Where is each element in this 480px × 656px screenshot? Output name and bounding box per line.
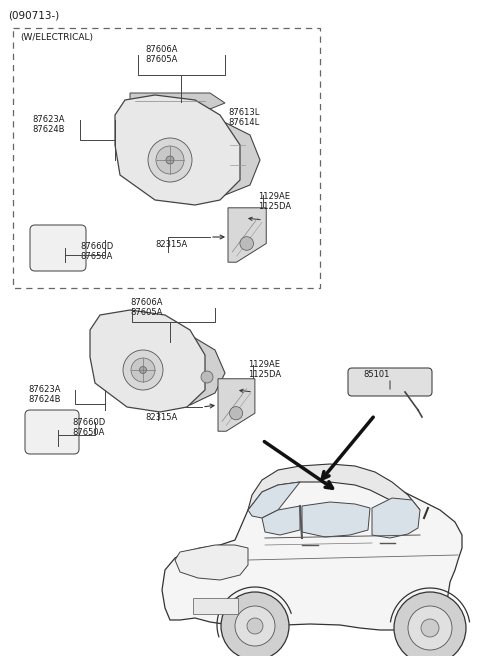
Text: 87660D
87650A: 87660D 87650A [72, 418, 105, 438]
Circle shape [421, 619, 439, 637]
Circle shape [240, 237, 253, 251]
Polygon shape [248, 482, 300, 518]
Polygon shape [228, 208, 266, 262]
Polygon shape [218, 379, 255, 431]
Polygon shape [190, 335, 225, 405]
Bar [193, 598, 238, 614]
Polygon shape [175, 545, 248, 580]
Text: (W/ELECTRICAL): (W/ELECTRICAL) [20, 33, 93, 42]
Polygon shape [162, 466, 462, 630]
Polygon shape [130, 93, 225, 109]
Circle shape [123, 350, 163, 390]
Circle shape [148, 138, 192, 182]
Circle shape [221, 592, 289, 656]
Polygon shape [220, 120, 260, 197]
Circle shape [408, 606, 452, 650]
Text: 1129AE
1125DA: 1129AE 1125DA [258, 192, 291, 211]
Text: 87613L
87614L: 87613L 87614L [228, 108, 259, 127]
FancyBboxPatch shape [348, 368, 432, 396]
Text: 87623A
87624B: 87623A 87624B [28, 385, 60, 404]
Text: 87606A
87605A: 87606A 87605A [130, 298, 163, 318]
Text: 87660D
87650A: 87660D 87650A [80, 242, 113, 261]
Text: 82315A: 82315A [155, 240, 187, 249]
Circle shape [166, 156, 174, 164]
Circle shape [131, 358, 155, 382]
FancyBboxPatch shape [30, 225, 86, 271]
Polygon shape [90, 310, 205, 412]
Circle shape [235, 606, 275, 646]
Circle shape [156, 146, 184, 174]
Circle shape [229, 407, 242, 420]
Polygon shape [372, 498, 420, 538]
Text: 1129AE
1125DA: 1129AE 1125DA [248, 360, 281, 379]
Text: 85101: 85101 [363, 370, 389, 379]
Polygon shape [248, 464, 420, 510]
Text: 87623A
87624B: 87623A 87624B [32, 115, 64, 134]
Polygon shape [302, 502, 370, 537]
Circle shape [140, 367, 146, 373]
Text: 82315A: 82315A [145, 413, 177, 422]
Text: 87606A
87605A: 87606A 87605A [145, 45, 178, 64]
Circle shape [247, 618, 263, 634]
Circle shape [201, 371, 213, 383]
FancyBboxPatch shape [25, 410, 79, 454]
Polygon shape [262, 506, 300, 535]
Circle shape [394, 592, 466, 656]
Text: (090713-): (090713-) [8, 10, 59, 20]
Bar [13, 28, 320, 288]
Polygon shape [115, 95, 240, 205]
